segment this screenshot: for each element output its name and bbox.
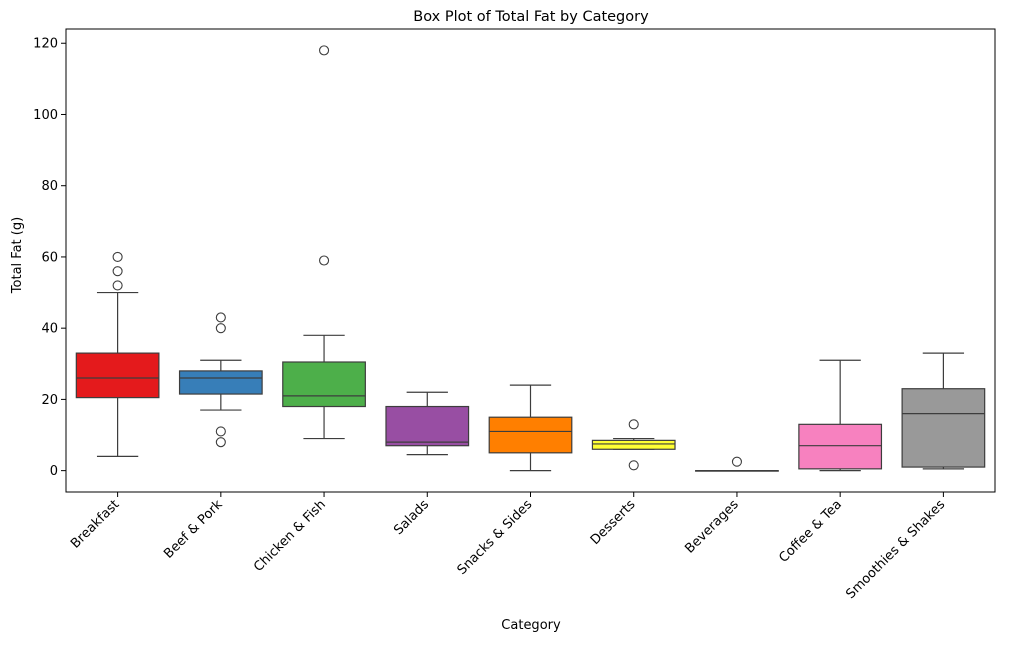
box-group: [591, 419, 676, 471]
outlier-point: [215, 323, 226, 334]
box-group: [798, 359, 883, 472]
x-axis: Breakfast Beef & Pork Chicken & Fish Salads…: [68, 492, 948, 602]
box-group: [901, 352, 986, 470]
outlier-point: [112, 251, 123, 262]
x-tick-label: Breakfast: [68, 497, 122, 551]
box-group: [282, 45, 366, 440]
x-tick-label: Desserts: [588, 497, 639, 548]
x-tick-label: Chicken & Fish: [251, 497, 329, 575]
outlier-point: [215, 426, 226, 437]
x-tick-label: Beverages: [682, 497, 742, 557]
x-tick-label: Snacks & Sides: [455, 497, 536, 578]
y-tick-label: 80: [41, 179, 58, 194]
box-body: [385, 405, 470, 447]
y-tick-label: 20: [41, 393, 58, 408]
x-tick-label: Beef & Pork: [161, 497, 226, 562]
y-tick-label: 100: [33, 108, 58, 123]
x-tick-label: Salads: [391, 497, 432, 538]
box-group: [488, 384, 573, 472]
box-body: [282, 361, 366, 408]
x-tick-label: Smoothies & Shakes: [843, 497, 948, 602]
box-group: [178, 312, 263, 448]
outlier-point: [112, 266, 123, 277]
box-group: [75, 251, 160, 457]
outlier-point: [731, 456, 742, 467]
outlier-point: [112, 280, 123, 291]
outlier-point: [628, 419, 639, 430]
y-tick-label: 120: [33, 37, 58, 52]
box-body: [488, 416, 573, 454]
box-body: [901, 388, 986, 468]
box-body: [798, 423, 883, 470]
y-tick-label: 40: [41, 322, 58, 337]
x-axis-title: Category: [501, 618, 561, 633]
y-tick-label: 60: [41, 250, 58, 265]
x-tick-label: Coffee & Tea: [776, 497, 845, 566]
outlier-point: [319, 45, 330, 56]
box-group: [695, 456, 779, 472]
box-group: [385, 391, 470, 456]
outlier-point: [215, 312, 226, 323]
y-axis: 0 20 40 60 80 100 120: [33, 37, 66, 479]
outlier-point: [319, 255, 330, 266]
outlier-point: [215, 437, 226, 448]
box-body: [178, 370, 263, 395]
box-body: [75, 352, 160, 399]
box-body: [591, 439, 676, 450]
chart-title: Box Plot of Total Fat by Category: [413, 9, 649, 25]
outlier-point: [628, 460, 639, 471]
plot-area: [75, 45, 986, 472]
y-axis-title: Total Fat (g): [10, 217, 25, 294]
y-tick-label: 0: [50, 464, 58, 479]
